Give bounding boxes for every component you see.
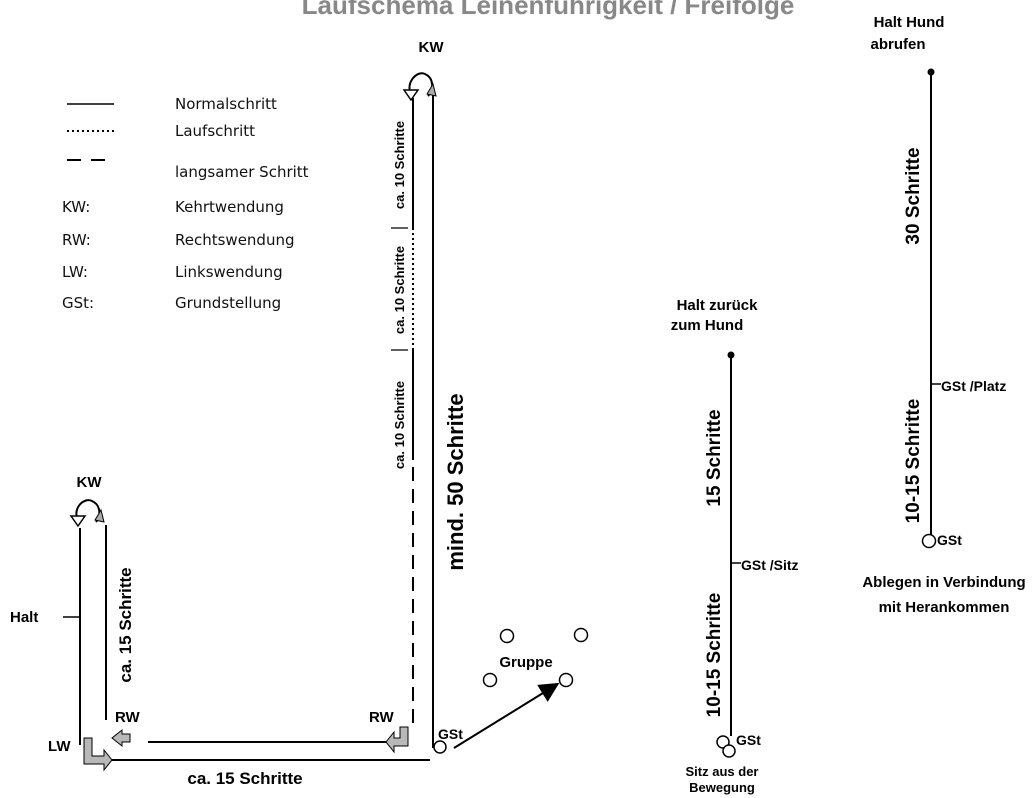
platz-bottom-label-2: mit Herankommen [879, 599, 1010, 616]
label-mind-50: mind. 50 Schritte [443, 393, 468, 570]
sitz-top-label-2: zum Hund [671, 317, 744, 334]
right-turn-icon-right [385, 726, 409, 754]
platz-course: Halt Hund abrufen GSt /Platz 30 Schritte… [862, 14, 1025, 616]
turn-around-icon-top [402, 72, 437, 102]
legend-abbr-gst: GSt: [62, 294, 94, 312]
legend-abbr-lw: LW: [62, 263, 88, 281]
platz-gst-label: GSt [937, 532, 962, 548]
label-kw-left: KW [77, 474, 103, 491]
legend-label-normal: Normalschritt [175, 95, 277, 113]
legend-abbr-kw: KW: [62, 198, 90, 216]
sitz-upper-steps: 15 Schritte [704, 409, 725, 506]
label-gst-main: GSt [438, 726, 463, 742]
label-ca-15-bottom: ca. 15 Schritte [187, 769, 302, 788]
label-halt: Halt [10, 609, 38, 626]
platz-top-label-1: Halt Hund [874, 14, 945, 31]
sitz-top-label-1: Halt zurück [677, 297, 759, 314]
group-person [573, 627, 589, 643]
label-segment-10-middle: ca. 10 Schritte [392, 246, 407, 334]
sitz-bottom-label-1: Sitz aus der [686, 764, 759, 779]
legend-label-langsam: langsamer Schritt [175, 163, 309, 181]
label-segment-10-lower: ca. 10 Schritte [392, 381, 407, 469]
turn-around-icon-left [69, 499, 105, 528]
sitz-dog-marker [722, 744, 736, 758]
legend-abbr-rw: RW: [62, 231, 91, 249]
legend-label-rw: Rechtswendung [175, 231, 295, 249]
label-segment-10-upper: ca. 10 Schritte [392, 121, 407, 209]
group-person [482, 672, 498, 688]
legend-label-lw: Linkswendung [175, 263, 283, 281]
sitz-course: Halt zurück zum Hund GSt /Sitz 15 Schrit… [671, 297, 799, 795]
label-rw-left: RW [115, 709, 141, 726]
start-position-marker [433, 740, 447, 754]
diagram-title: Laufschema Leinenführigkeit / Freifolge [302, 0, 795, 20]
label-rw-right: RW [369, 709, 395, 726]
platz-lower-steps: 10-15 Schritte [903, 399, 924, 524]
platz-gst-platz-label: GSt /Platz [941, 378, 1006, 394]
label-kw-top: KW [419, 39, 445, 56]
legend-label-lauf: Laufschritt [175, 122, 255, 140]
group-persons [482, 627, 589, 688]
legend-label-kw: Kehrtwendung [175, 198, 284, 216]
label-lw: LW [48, 738, 71, 755]
sitz-gst-label: GSt [736, 732, 761, 748]
platz-bottom-label-1: Ablegen in Verbindung [862, 574, 1025, 591]
sitz-bottom-label-2: Bewegung [689, 780, 755, 795]
group-person [558, 672, 574, 688]
sitz-gst-sitz-label: GSt /Sitz [741, 557, 799, 573]
main-course: KW KW LW RW RW Halt ca. 15 Schritte mind… [10, 39, 589, 788]
left-turn-icon [83, 737, 113, 772]
label-gruppe: Gruppe [499, 654, 552, 671]
arrow-to-group [453, 682, 560, 749]
label-ca-15-vertical: ca. 15 Schritte [116, 567, 135, 682]
legend-label-gst: Grundstellung [175, 294, 281, 312]
right-turn-icon-left [111, 728, 131, 748]
sitz-lower-steps: 10-15 Schritte [704, 593, 725, 718]
group-person [499, 628, 515, 644]
platz-start-marker [921, 533, 937, 549]
platz-top-label-2: abrufen [870, 36, 925, 53]
legend: Normalschritt Laufschritt langsamer Schr… [62, 95, 309, 312]
platz-upper-steps: 30 Schritte [903, 147, 924, 244]
